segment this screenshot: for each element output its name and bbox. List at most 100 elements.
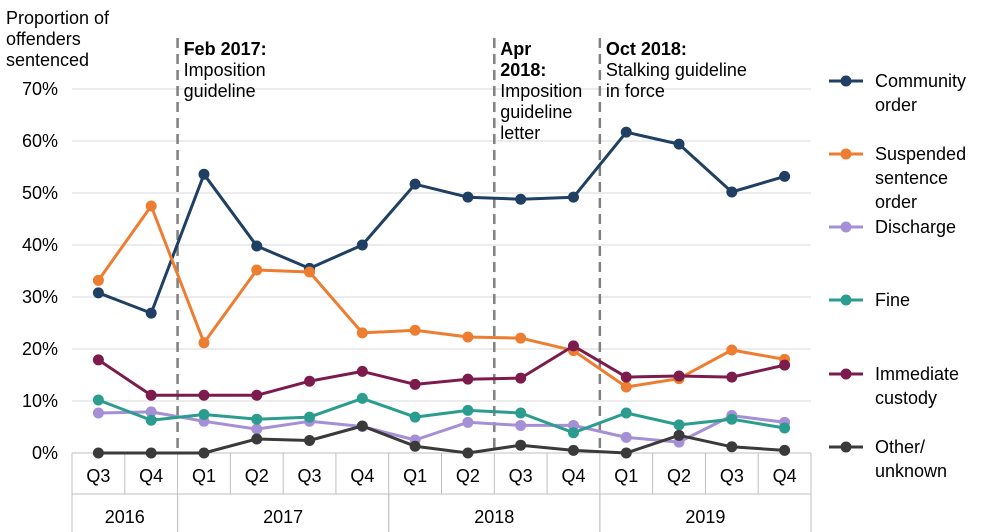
annotation-title: 2018:	[500, 60, 546, 80]
y-axis-label-line: sentenced	[6, 50, 89, 70]
legend-label-line: order	[875, 95, 917, 115]
legend-item: Fine	[829, 290, 910, 310]
x-tick-label: Q2	[456, 466, 480, 486]
legend-label-line: sentence	[875, 168, 948, 188]
data-point	[409, 178, 421, 190]
series	[92, 340, 791, 401]
data-point	[198, 409, 210, 421]
legend-label: Community order	[875, 71, 966, 115]
legend-swatch-marker	[840, 368, 852, 380]
data-point	[462, 404, 474, 416]
data-point	[251, 240, 263, 252]
legend-swatch-marker	[840, 221, 852, 233]
y-tick-label: 0%	[32, 443, 58, 463]
x-tick-label: Q3	[720, 466, 744, 486]
y-tick-label: 70%	[22, 79, 58, 99]
data-point	[198, 168, 210, 180]
legend-label-line: Fine	[875, 290, 910, 310]
data-point	[251, 389, 263, 401]
annotations: Feb 2017:ImpositionguidelineApr2018:Impo…	[176, 38, 747, 453]
x-tick-label: Q1	[192, 466, 216, 486]
data-point	[726, 441, 738, 453]
y-tick-label: 30%	[22, 287, 58, 307]
legend-label: Suspended sentence order	[875, 144, 966, 212]
data-point	[515, 193, 527, 205]
annotation-title: Apr	[500, 39, 531, 59]
x-tick-label: Q2	[667, 466, 691, 486]
series	[92, 392, 791, 439]
data-point	[726, 371, 738, 383]
annotation-text: Imposition	[500, 81, 582, 101]
data-point	[409, 324, 421, 336]
data-point	[251, 433, 263, 445]
data-point	[515, 332, 527, 344]
legend-label-line: Discharge	[875, 217, 956, 237]
data-point	[92, 407, 104, 419]
y-tick-label: 60%	[22, 131, 58, 151]
data-point	[356, 239, 368, 251]
gridlines	[72, 88, 811, 454]
legend-label-line: Community	[875, 71, 966, 91]
data-point	[567, 427, 579, 439]
series	[92, 126, 791, 319]
x-axis-ticks: Q3 Q4 Q1 Q2 Q3 Q4 Q1 Q2 Q3 Q4 Q1 Q2 Q3 Q4 2016 2017 2018…	[86, 466, 796, 527]
data-point	[409, 440, 421, 452]
data-point	[620, 407, 632, 419]
y-axis-label-line: offenders	[6, 29, 81, 49]
data-point	[145, 447, 157, 459]
data-point	[462, 373, 474, 385]
data-point	[251, 413, 263, 425]
legend-swatch-marker	[840, 294, 852, 306]
series-line	[97, 204, 785, 389]
data-point	[251, 423, 263, 435]
data-point	[779, 422, 791, 434]
x-tick-label: Q3	[86, 466, 110, 486]
annotation-text: guideline	[184, 81, 256, 101]
data-point	[726, 186, 738, 198]
y-axis-label-line: Proportion of	[6, 8, 110, 28]
legend-label: Other/unknown	[875, 437, 947, 481]
series	[92, 420, 791, 459]
data-point	[198, 447, 210, 459]
data-point	[567, 340, 579, 352]
data-point	[251, 264, 263, 276]
data-point	[726, 344, 738, 356]
series-line	[98, 410, 785, 444]
legend-swatch-marker	[840, 75, 852, 87]
x-tick-label: Q4	[350, 466, 374, 486]
data-point	[409, 378, 421, 390]
data-point	[304, 266, 316, 278]
y-tick-label: 10%	[22, 391, 58, 411]
data-point	[145, 307, 157, 319]
y-tick-label: 20%	[22, 339, 58, 359]
data-point	[462, 331, 474, 343]
data-point	[356, 392, 368, 404]
data-point	[673, 419, 685, 431]
y-tick-label: 50%	[22, 183, 58, 203]
data-point	[462, 191, 474, 203]
legend-label: Immediate custody	[875, 364, 959, 408]
data-point	[304, 435, 316, 447]
legend-item: Discharge	[829, 217, 956, 237]
annotation-text: in force	[606, 81, 665, 101]
series-line	[97, 130, 786, 315]
data-point	[620, 126, 632, 138]
y-axis-label: Proportion of offenders sentenced	[6, 8, 110, 70]
legend-item: Other/unknown	[829, 437, 947, 481]
legend-label: Fine	[875, 290, 910, 310]
data-point	[779, 170, 791, 182]
legend-label-line: Immediate	[875, 364, 959, 384]
data-point	[673, 138, 685, 150]
data-point	[620, 371, 632, 383]
legend-label-line: custody	[875, 388, 937, 408]
data-point	[304, 375, 316, 387]
annotation-text: Imposition	[184, 60, 266, 80]
data-point	[198, 337, 210, 349]
data-point	[198, 389, 210, 401]
series-line	[98, 424, 785, 455]
data-point	[779, 359, 791, 371]
data-point	[145, 406, 157, 418]
data-point	[673, 370, 685, 382]
x-tick-label: Q1	[403, 466, 427, 486]
